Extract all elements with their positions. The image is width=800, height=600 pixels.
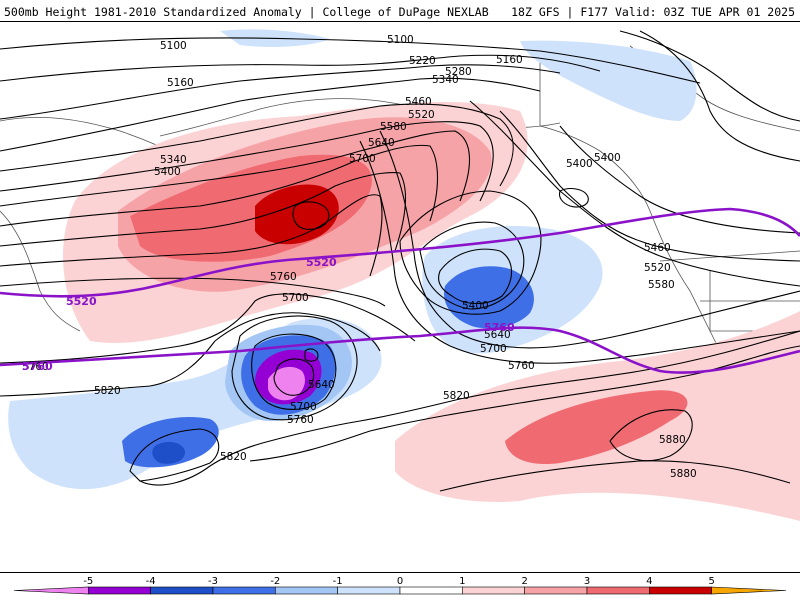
contour-label: 5700 (349, 153, 376, 165)
title-bar: 500mb Height 1981-2010 Standardized Anom… (0, 0, 800, 20)
colorbar-swatch (462, 586, 525, 595)
colorbar: -5 -4 -3 -2 -1 0 1 2 3 4 5 (0, 574, 800, 600)
colorbar-tick-label: 4 (646, 576, 652, 587)
contour-label: 5100 (387, 34, 414, 46)
contour-label: 5340 (432, 74, 459, 86)
contour-label: 5280 (445, 66, 472, 78)
colorbar-swatch (88, 586, 151, 595)
contour-label: 5820 (94, 385, 121, 397)
contour-label: 5220 (409, 55, 436, 67)
colorbar-svg: -5 -4 -3 -2 -1 0 1 2 3 4 5 (13, 576, 787, 595)
contour-label: 5520 (408, 109, 435, 121)
map-title: 500mb Height 1981-2010 Standardized Anom… (4, 5, 489, 19)
colorbar-swatch (711, 586, 787, 595)
colorbar-swatch (586, 586, 650, 595)
colorbar-swatch (275, 586, 338, 595)
colorbar-tick-label: 1 (459, 576, 465, 587)
climo-contour-label: 5760 (22, 360, 53, 373)
contour-label: 5640 (484, 329, 511, 341)
colorbar-swatch (399, 586, 463, 595)
contour-label: 5640 (308, 379, 335, 391)
contour-label: 5460 (644, 242, 671, 254)
contour-label: 5700 (480, 343, 507, 355)
contour-label: 5760 (22, 361, 49, 373)
climo-contour-label: 5520 (66, 295, 97, 308)
contour-label: 5880 (670, 468, 697, 480)
climo-contour-label: 5760 (484, 321, 515, 334)
anomaly-map: 5100 5100 5160 5160 5220 5280 5340 5340 … (0, 29, 800, 521)
colorbar-tick-label: 2 (521, 576, 527, 587)
contour-label: 5700 (290, 401, 317, 413)
contour-label: 5820 (443, 390, 470, 402)
contour-label: 5580 (648, 279, 675, 291)
climo-contours (0, 207, 800, 374)
colorbar-swatch (13, 586, 89, 595)
contour-label: 5640 (368, 137, 395, 149)
colorbar-tick-label: -2 (270, 576, 280, 587)
contour-label: 5520 (644, 262, 671, 274)
contour-label: 5400 (154, 166, 181, 178)
contour-label: 5100 (160, 40, 187, 52)
contour-label: 5880 (659, 434, 686, 446)
contour-label: 5580 (380, 121, 407, 133)
contour-label: 5340 (160, 154, 187, 166)
contour-label: 5400 (594, 152, 621, 164)
colorbar-swatch (212, 586, 276, 595)
colorbar-tick-label: -4 (146, 576, 156, 587)
colorbar-tick-label: -5 (83, 576, 93, 587)
climo-contour-label: 5520 (306, 256, 337, 269)
colorbar-tick-label: -3 (208, 576, 218, 587)
contour-label: 5400 (566, 158, 593, 170)
contour-label: 5820 (220, 451, 247, 463)
colorbar-swatch (524, 586, 588, 595)
contour-label: 5760 (287, 414, 314, 426)
height-contours (0, 30, 800, 492)
contour-label: 5460 (405, 96, 432, 108)
contour-label: 5760 (270, 271, 297, 283)
model-run-info: 18Z GFS | F177 Valid: 03Z TUE APR 01 202… (511, 5, 795, 19)
map-panel: 5100 5100 5160 5160 5220 5280 5340 5340 … (0, 21, 800, 573)
contour-label: 5400 (462, 300, 489, 312)
contour-label: 5760 (508, 360, 535, 372)
colorbar-swatch (337, 586, 401, 595)
colorbar-tick-label: 5 (708, 576, 714, 587)
contour-label: 5160 (167, 77, 194, 89)
colorbar-tick-label: 0 (397, 576, 403, 587)
colorbar-swatch (150, 586, 214, 595)
colorbar-tick-label: -1 (333, 576, 343, 587)
colorbar-tick-label: 3 (584, 576, 590, 587)
contour-label: 5700 (282, 292, 309, 304)
contour-label: 5160 (496, 54, 523, 66)
colorbar-swatch (649, 586, 712, 595)
contour-labels: 5100 5100 5160 5160 5220 5280 5340 5340 … (22, 34, 697, 480)
